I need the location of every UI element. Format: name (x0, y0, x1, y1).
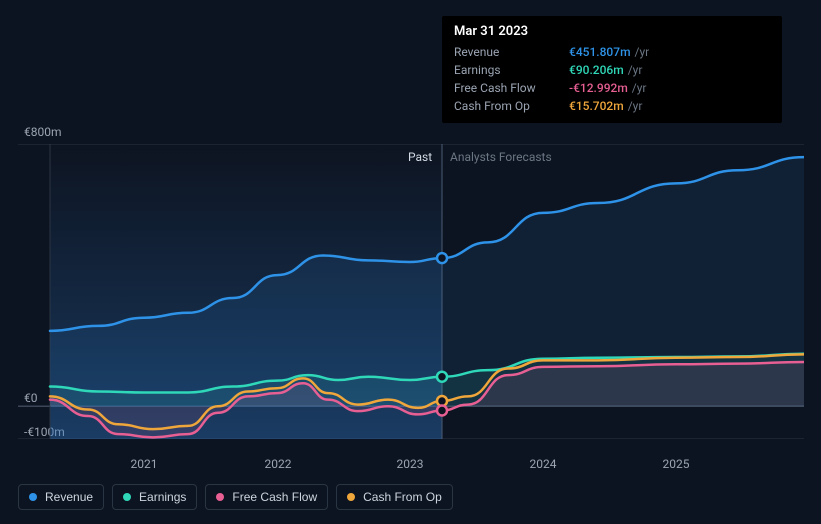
tooltip-metric-unit: /yr (628, 61, 643, 79)
legend-toggle[interactable]: Revenue (18, 484, 104, 510)
y-axis-label: €800m (24, 125, 62, 139)
tooltip-row: Earnings€90.206m/yr (454, 61, 770, 79)
legend-label: Free Cash Flow (232, 490, 317, 504)
hover-tooltip: Mar 31 2023 Revenue€451.807m/yrEarnings€… (442, 16, 782, 123)
legend: Revenue Earnings Free Cash Flow Cash From O… (18, 484, 453, 510)
legend-toggle[interactable]: Earnings (112, 484, 197, 510)
tooltip-metric-unit: /yr (628, 97, 643, 115)
x-axis-label: 2025 (663, 457, 690, 471)
tooltip-row: Free Cash Flow-€12.992m/yr (454, 79, 770, 97)
x-axis-label: 2024 (530, 457, 557, 471)
legend-dot-icon (29, 493, 37, 501)
tooltip-metric-value: -€12.992m (569, 79, 628, 97)
tooltip-metric-label: Earnings (454, 61, 569, 79)
legend-label: Cash From Op (363, 490, 442, 504)
x-axis-label: 2021 (131, 457, 158, 471)
legend-dot-icon (347, 493, 355, 501)
tooltip-metric-value: €90.206m (569, 61, 624, 79)
legend-dot-icon (216, 493, 224, 501)
tooltip-metric-value: €15.702m (569, 97, 624, 115)
tooltip-metric-label: Cash From Op (454, 97, 569, 115)
chart-container: Mar 31 2023 Revenue€451.807m/yrEarnings€… (0, 0, 821, 524)
legend-toggle[interactable]: Free Cash Flow (205, 484, 328, 510)
tooltip-metric-unit: /yr (635, 43, 650, 61)
x-axis-label: 2022 (265, 457, 292, 471)
tooltip-metric-label: Revenue (454, 43, 569, 61)
tooltip-row: Cash From Op€15.702m/yr (454, 97, 770, 115)
tooltip-row: Revenue€451.807m/yr (454, 43, 770, 61)
tooltip-date: Mar 31 2023 (454, 24, 770, 39)
legend-label: Revenue (45, 490, 93, 504)
tooltip-metric-value: €451.807m (569, 43, 631, 61)
legend-label: Earnings (139, 490, 186, 504)
tooltip-metric-label: Free Cash Flow (454, 79, 569, 97)
chart-plot[interactable] (18, 144, 804, 439)
legend-dot-icon (123, 493, 131, 501)
x-axis-label: 2023 (397, 457, 424, 471)
tooltip-metric-unit: /yr (632, 79, 647, 97)
legend-toggle[interactable]: Cash From Op (336, 484, 453, 510)
